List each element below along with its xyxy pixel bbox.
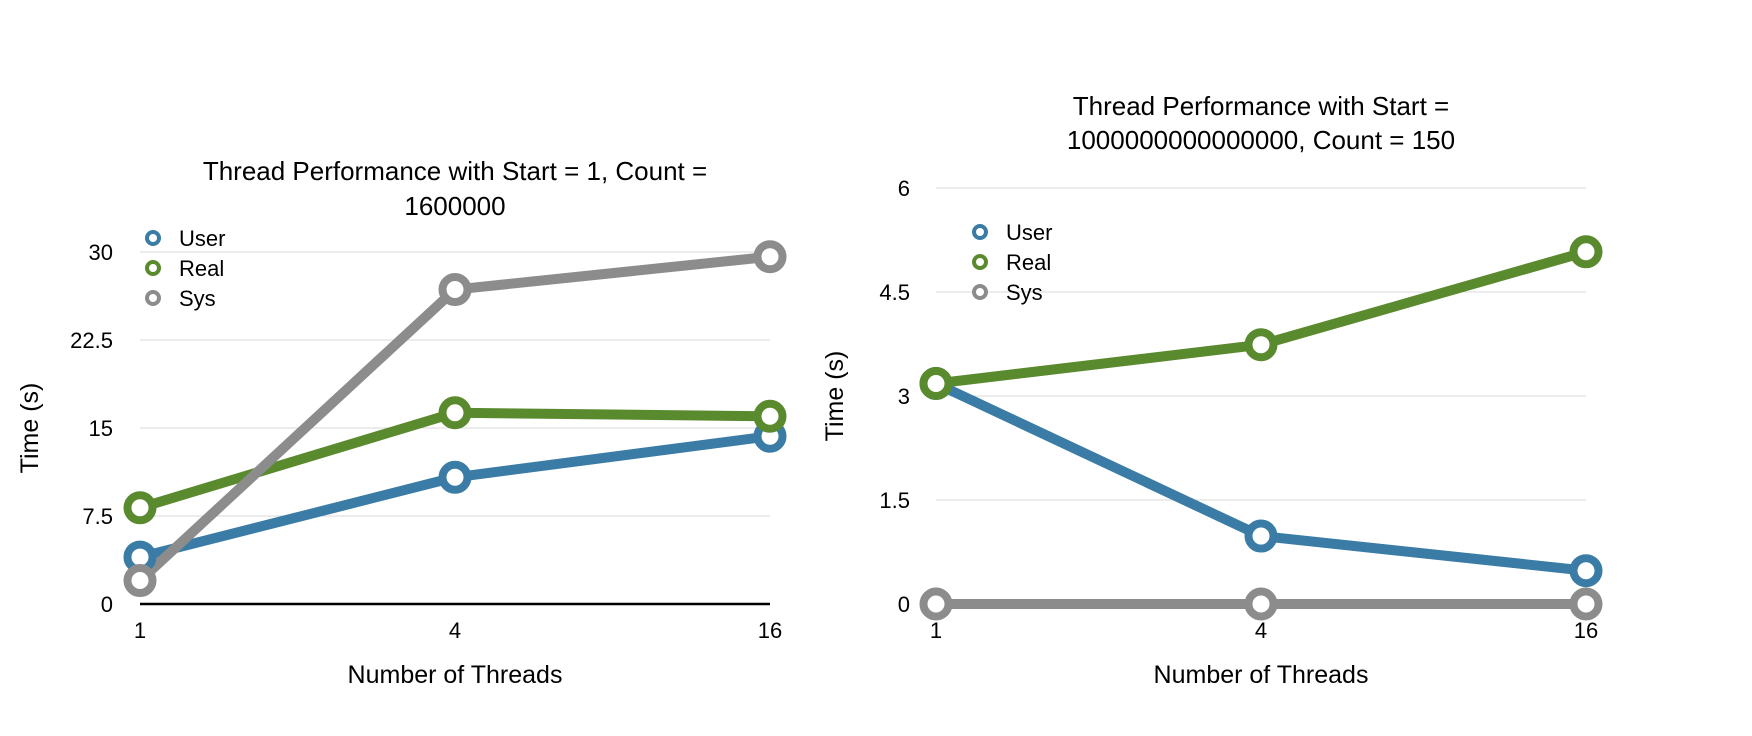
y-tick-label: 15	[89, 416, 113, 441]
x-tick-label: 16	[758, 618, 782, 643]
y-tick-label: 6	[898, 176, 910, 201]
chart-panel-2: Thread Performance with Start = 100000000…	[821, 91, 1603, 689]
data-point-user	[438, 460, 472, 494]
data-point-real	[438, 396, 472, 430]
x-tick-label: 4	[1255, 618, 1267, 643]
legend-marker-user	[972, 224, 988, 240]
y-tick-label: 0	[101, 592, 113, 617]
data-point-sys	[123, 564, 157, 598]
y-tick-label: 7.5	[82, 504, 113, 529]
x-tick-label: 1	[930, 618, 942, 643]
legend-label-user: User	[179, 226, 225, 251]
chart-title: 1600000	[404, 191, 505, 221]
y-tick-label: 1.5	[879, 488, 910, 513]
chart-title: Thread Performance with Start = 1, Count…	[203, 156, 707, 186]
chart-panel-1: Thread Performance with Start = 1, Count…	[16, 156, 787, 689]
x-tick-label: 16	[1574, 618, 1598, 643]
x-axis-label: Number of Threads	[348, 661, 563, 689]
legend-marker-sys	[145, 290, 161, 306]
legend-marker-real	[972, 254, 988, 270]
chart-title: 1000000000000000, Count = 150	[1067, 125, 1455, 155]
data-point-real	[753, 399, 787, 433]
chart-title: Thread Performance with Start =	[1073, 91, 1449, 121]
y-tick-label: 3	[898, 384, 910, 409]
data-point-sys	[1569, 587, 1603, 621]
legend-label-real: Real	[179, 256, 224, 281]
legend-label-sys: Sys	[179, 286, 216, 311]
data-point-real	[123, 491, 157, 525]
data-point-user	[1569, 554, 1603, 588]
legend-marker-user	[145, 230, 161, 246]
data-point-sys	[1244, 587, 1278, 621]
legend-label-user: User	[1006, 220, 1052, 245]
y-axis-label: Time (s)	[16, 383, 44, 474]
x-axis-label: Number of Threads	[1154, 661, 1369, 689]
legend-marker-real	[145, 260, 161, 276]
x-tick-label: 4	[449, 618, 461, 643]
legend-label-real: Real	[1006, 250, 1051, 275]
legend-marker-sys	[972, 284, 988, 300]
y-tick-label: 22.5	[70, 328, 113, 353]
data-point-real	[1569, 235, 1603, 269]
data-point-sys	[753, 240, 787, 274]
data-point-real	[1244, 328, 1278, 362]
data-point-real	[919, 367, 953, 401]
data-point-sys	[438, 273, 472, 307]
x-tick-label: 1	[134, 618, 146, 643]
y-tick-label: 0	[898, 592, 910, 617]
y-tick-label: 4.5	[879, 280, 910, 305]
data-point-user	[1244, 519, 1278, 553]
y-axis-label: Time (s)	[821, 351, 849, 442]
legend-label-sys: Sys	[1006, 280, 1043, 305]
data-point-sys	[919, 587, 953, 621]
y-tick-label: 30	[89, 240, 113, 265]
